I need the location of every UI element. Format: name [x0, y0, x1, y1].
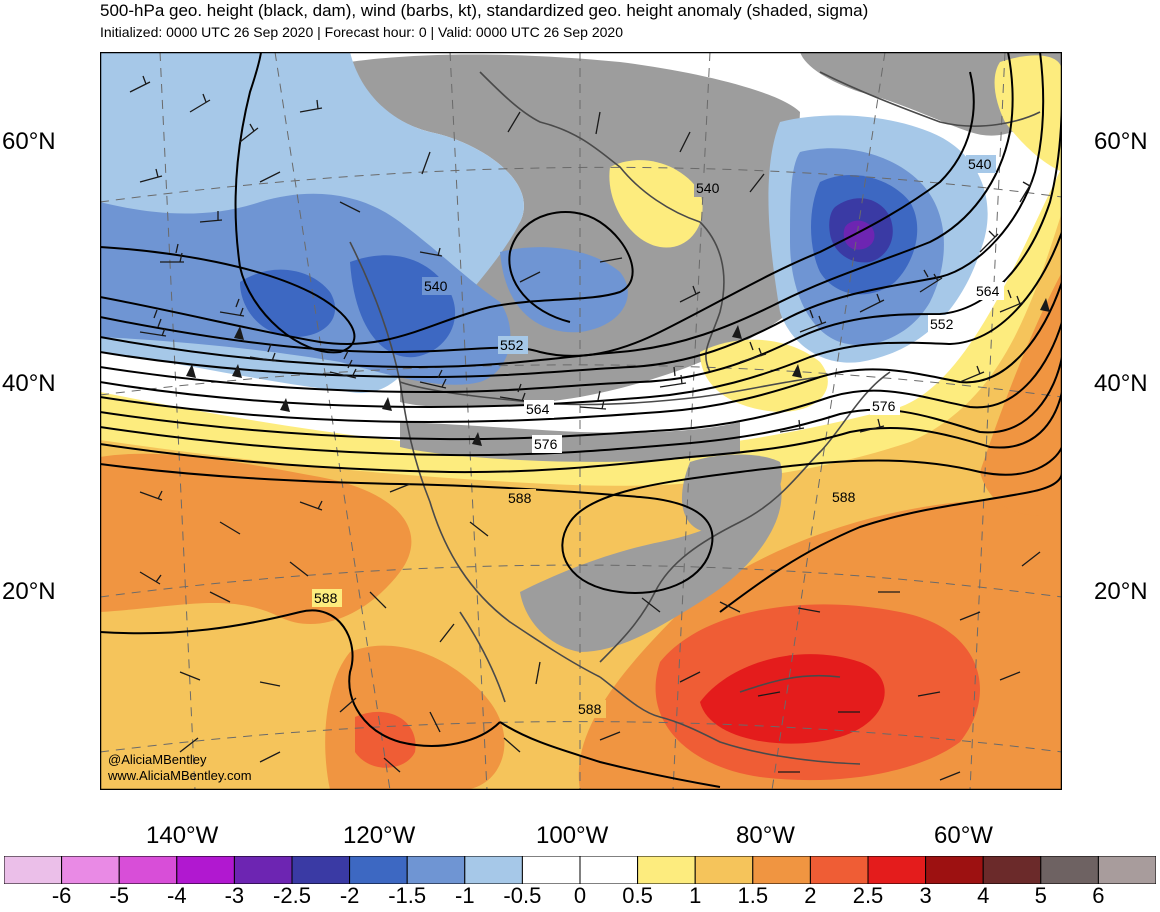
colorbar-swatch — [982, 856, 1042, 884]
colorbar-swatch — [809, 856, 869, 884]
colorbar-tick-label: -2 — [339, 883, 360, 908]
colorbar-tick-label: -3 — [224, 883, 245, 908]
lat-label-60n-right: 60°N — [1094, 128, 1148, 155]
contour-labels: 540 540 540 552 552 564 564 576 576 588 … — [312, 155, 1004, 718]
colorbar-tick-label: -0.5 — [503, 883, 542, 908]
colorbar-swatch — [4, 856, 63, 884]
contour-label: 552 — [500, 337, 524, 353]
map-title: 500-hPa geo. height (black, dam), wind (… — [100, 1, 869, 20]
colorbar-tick-label: 2 — [804, 883, 817, 908]
lat-label-40n-left: 40°N — [2, 370, 56, 397]
weather-map: 540 540 540 552 552 564 564 576 576 588 … — [100, 52, 1062, 790]
colorbar-swatch — [867, 856, 927, 884]
colorbar-tick-label: 0.5 — [622, 883, 653, 908]
colorbar-tick-label: -2.5 — [273, 883, 311, 908]
anomaly-blue-canada — [500, 247, 628, 333]
anomaly-dark-blue-pacific — [240, 269, 336, 337]
colorbar-tick-label: 1.5 — [737, 883, 769, 908]
colorbar-tick-label: -6 — [51, 883, 72, 908]
colorbar-tick-label: 0 — [573, 883, 587, 908]
land-us-south — [520, 482, 782, 652]
contour-label: 540 — [424, 278, 448, 294]
colorbar-swatch — [233, 856, 293, 884]
lat-label-20n-right: 20°N — [1094, 578, 1148, 605]
colorbar-tick-label: 6 — [1092, 883, 1105, 908]
colorbar-swatch — [579, 856, 639, 884]
colorbar-tick-label: -1.5 — [388, 883, 427, 908]
colorbar-swatch — [521, 856, 581, 884]
colorbar-swatch — [752, 856, 811, 884]
colorbar-tick-label: 4 — [977, 883, 990, 908]
colorbar-swatch — [406, 856, 466, 884]
contour-label: 540 — [696, 180, 720, 196]
lat-label-60n-left: 60°N — [2, 128, 56, 155]
colorbar-tick-label: 3 — [919, 883, 932, 908]
lon-label-60w: 60°W — [934, 822, 993, 849]
contour-label: 552 — [930, 316, 954, 332]
lat-label-20n-left: 20°N — [2, 578, 56, 605]
wind-barbs — [129, 75, 1041, 781]
colorbar-tick-label: -1 — [455, 883, 475, 908]
colorbar-swatch — [1040, 856, 1099, 884]
contour-label: 588 — [832, 489, 856, 505]
colorbar-swatch — [464, 856, 523, 884]
colorbar-swatch — [637, 856, 696, 884]
colorbar-swatch — [118, 856, 178, 884]
colorbar-swatch — [291, 856, 351, 884]
colorbar-swatch — [925, 856, 984, 884]
colorbar-swatch — [61, 856, 120, 884]
contour-label: 576 — [534, 436, 558, 452]
colorbar-swatch — [349, 856, 408, 884]
credit-handle: @AliciaMBentley — [108, 752, 207, 767]
colorbar-tick-label: -5 — [109, 883, 129, 908]
anomaly-orange-pacific — [100, 453, 412, 625]
colorbar — [4, 856, 1156, 884]
colorbar-tick-label: 2.5 — [852, 883, 884, 908]
map-subtitle: Initialized: 0000 UTC 26 Sep 2020 | Fore… — [100, 24, 623, 40]
colorbar-swatch — [1097, 856, 1156, 884]
contour-label: 576 — [872, 398, 896, 414]
lon-label-120w: 120°W — [343, 822, 416, 849]
colorbar-tick-label: -4 — [167, 883, 187, 908]
lon-label-100w: 100°W — [536, 822, 609, 849]
colorbar-swatch — [694, 856, 754, 884]
lat-label-40n-right: 40°N — [1094, 370, 1148, 397]
anomaly-orange-east — [980, 272, 1062, 516]
credit-website: www.AliciaMBentley.com — [108, 768, 252, 783]
contour-label: 588 — [578, 701, 602, 717]
contour-label: 564 — [976, 283, 1000, 299]
contour-label: 588 — [314, 590, 338, 606]
contour-label: 564 — [526, 401, 550, 417]
lon-label-140w: 140°W — [146, 822, 219, 849]
barb-pennants — [186, 298, 1050, 446]
colorbar-tick-label: 1 — [689, 883, 702, 908]
lon-label-80w: 80°W — [736, 822, 795, 849]
colorbar-tick-label: 5 — [1034, 883, 1047, 908]
contour-label: 588 — [508, 490, 532, 506]
anomaly-yellow-east — [700, 339, 828, 412]
colorbar-swatch — [176, 856, 235, 884]
contour-label: 540 — [968, 156, 992, 172]
land-us-north — [400, 422, 740, 462]
